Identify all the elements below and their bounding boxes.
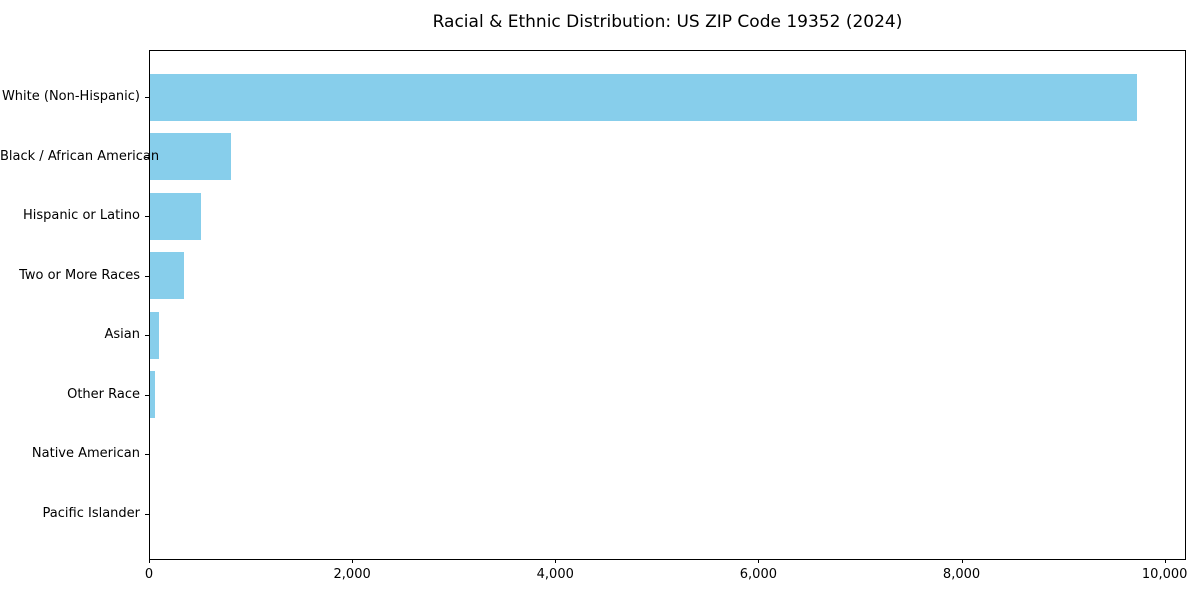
y-axis-label: Asian (104, 327, 140, 342)
x-tick-label: 0 (144, 567, 154, 582)
x-tick-label: 6,000 (739, 567, 777, 582)
x-tick-mark (555, 559, 557, 563)
y-tick-mark (145, 454, 149, 455)
x-tick-label: 8,000 (942, 567, 981, 582)
y-tick-mark (145, 513, 149, 515)
x-tick-label: 4,000 (536, 567, 574, 582)
y-axis-label: Two or More Races (19, 267, 140, 283)
y-tick-mark (145, 275, 149, 277)
y-axis-label: Black / African American (0, 148, 160, 164)
bar (150, 252, 184, 299)
plot-area (145, 50, 1186, 563)
y-axis-label: Hispanic or Latino (22, 208, 140, 223)
y-axis-label: Native American (31, 446, 140, 461)
y-axis-label: Other Race (67, 386, 140, 402)
bar (150, 133, 232, 180)
x-tick-label: 2,000 (333, 567, 371, 582)
x-tick-label: 10,000 (1141, 567, 1188, 582)
y-axis-label: White (Non-Hispanic) (1, 89, 140, 104)
bar (150, 311, 160, 359)
x-tick-mark (1164, 559, 1166, 563)
bar (150, 192, 201, 240)
y-tick-mark (145, 335, 149, 336)
bar (150, 371, 156, 418)
y-tick-mark (145, 216, 149, 217)
y-axis-label: Pacific Islander (42, 505, 140, 521)
x-tick-mark (352, 559, 354, 563)
y-tick-mark (145, 394, 149, 396)
bar (150, 73, 1137, 121)
y-tick-mark (145, 156, 149, 158)
x-tick-mark (961, 559, 963, 563)
x-tick-mark (149, 559, 150, 563)
chart-title: Racial & Ethnic Distribution: US ZIP Cod… (432, 12, 903, 32)
y-tick-mark (145, 97, 149, 98)
x-tick-mark (758, 559, 760, 563)
